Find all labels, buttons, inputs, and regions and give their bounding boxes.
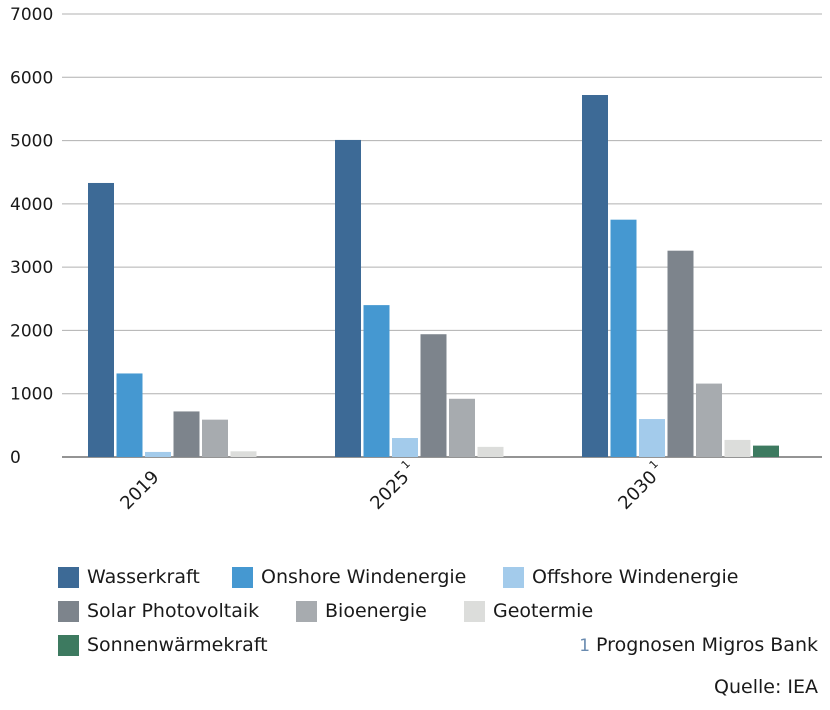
legend-label: Geotermie [493,600,594,622]
bar-bioenergie-2025 [449,398,475,457]
y-tick-label: 6000 [10,68,53,88]
y-tick-label: 7000 [10,5,53,25]
legend: Wasserkraft Onshore Windenergie Offshore… [58,566,818,702]
legend-label: Sonnenwärmekraft [87,634,268,656]
source-row: Quelle: IEA [58,668,818,702]
legend-swatch [58,600,79,622]
bar-wasserkraft-2030 [582,95,608,458]
bar-sonnenwärmekraft-2030 [753,445,779,457]
y-tick-label: 2000 [10,321,53,341]
legend-swatch [58,634,79,656]
legend-row: Sonnenwärmekraft 1 Prognosen Migros Bank [58,634,818,668]
legend-row: Wasserkraft Onshore Windenergie Offshore… [58,566,798,600]
legend-label: Offshore Windenergie [532,566,739,588]
footnote: 1 Prognosen Migros Bank [579,634,818,656]
legend-label: Wasserkraft [87,566,200,588]
bar-wasserkraft-2025 [335,139,361,457]
legend-label: Onshore Windenergie [261,566,467,588]
legend-swatch [464,600,485,622]
bar-solar-photovoltaik-2025 [420,334,447,457]
x-category-text: 2030 [614,467,661,514]
legend-item-solar: Solar Photovoltaik [58,600,259,622]
x-category-text: 2019 [116,467,163,514]
bar-solar-photovoltaik-2030 [667,250,694,457]
legend-item-sonnenwaermekraft: Sonnenwärmekraft [58,634,268,656]
bar-solar-photovoltaik-2019 [173,411,200,457]
bar-offshore-windenergie-2019 [145,451,171,457]
bar-onshore-windenergie-2019 [116,373,143,457]
y-axis-ticks: 0 1000 2000 3000 4000 5000 6000 7000 [10,5,53,468]
y-tick-label: 0 [10,448,21,468]
footnote-text: Prognosen Migros Bank [596,634,818,656]
bar-bioenergie-2019 [202,419,228,457]
bar-bioenergie-2030 [696,383,722,457]
legend-label: Solar Photovoltaik [87,600,260,622]
bar-offshore-windenergie-2030 [639,419,665,457]
legend-swatch [503,566,524,588]
legend-swatch [296,600,317,622]
bar-offshore-windenergie-2025 [392,438,418,457]
x-category-text: 2025 [366,467,413,514]
y-tick-label: 3000 [10,258,53,278]
y-tick-label: 5000 [10,132,53,152]
x-category-label: 2019 [116,467,163,514]
bar-wasserkraft-2019 [88,182,114,458]
legend-swatch [58,566,79,588]
legend-label: Bioenergie [325,600,427,622]
bar-geotermie-2019 [230,451,257,457]
bars [88,95,779,458]
grid-lines [62,13,822,458]
y-tick-label: 4000 [10,195,53,215]
bar-geotermie-2025 [477,446,504,457]
legend-item-offshore: Offshore Windenergie [503,566,738,588]
legend-item-wasserkraft: Wasserkraft [58,566,200,588]
bar-onshore-windenergie-2025 [363,305,390,457]
bar-onshore-windenergie-2030 [610,219,637,457]
bar-geotermie-2030 [724,439,751,457]
legend-row: Solar Photovoltaik Bioenergie Geotermie [58,600,798,634]
legend-item-geotermie: Geotermie [464,600,593,622]
legend-item-bioenergie: Bioenergie [296,600,427,622]
footnote-number: 1 [579,636,591,656]
legend-swatch [232,566,253,588]
y-tick-label: 1000 [10,385,53,405]
source-note: Quelle: IEA [714,676,818,698]
legend-item-onshore: Onshore Windenergie [232,566,466,588]
